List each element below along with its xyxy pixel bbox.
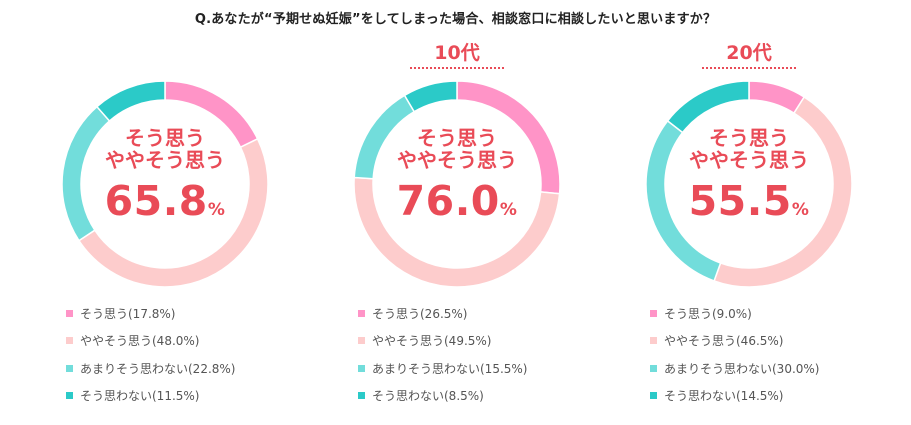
center-value-number: 65.8	[104, 177, 208, 225]
legend-item: あまりそう思わない(15.5%)	[358, 361, 528, 376]
panel-heading-10s: 10代	[434, 42, 480, 64]
legend-label: そう思う(9.0%)	[664, 306, 752, 321]
center-value-unit: %	[499, 200, 518, 220]
legend-item: あまりそう思わない(22.8%)	[66, 361, 236, 376]
legend-label: そう思う(26.5%)	[372, 306, 468, 321]
legend-item: そう思わない(14.5%)	[650, 389, 820, 403]
center-value: 76.0%	[357, 178, 557, 233]
heading-dotted-underline	[410, 67, 504, 69]
legend-swatch-yaya-sou-omou	[66, 337, 73, 344]
legend-label: ややそう思う(46.5%)	[664, 334, 784, 348]
center-label-line2: ややそう思う	[397, 148, 517, 172]
legend-item: そう思わない(11.5%)	[66, 389, 236, 403]
legend-swatch-omowanai	[66, 392, 73, 399]
legend-label: ややそう思う(48.0%)	[80, 334, 200, 348]
legend-20s: そう思う(9.0%) ややそう思う(46.5%) あまりそう思わない(30.0%…	[650, 306, 820, 416]
legend-10s: そう思う(26.5%) ややそう思う(49.5%) あまりそう思わない(15.5…	[358, 306, 528, 416]
legend-overall: そう思う(17.8%) ややそう思う(48.0%) あまりそう思わない(22.8…	[66, 306, 236, 416]
donut-segment-omowanai	[95, 81, 166, 123]
chart-title: Q.あなたが“予期せぬ妊娠”をしてしまった場合、相談窓口に相談したいと思いますか…	[194, 12, 717, 27]
donut-chart-10s	[354, 81, 560, 287]
legend-swatch-amari	[650, 364, 657, 372]
panel-heading-20s: 20代	[726, 42, 772, 64]
donut-chart-overall	[62, 81, 268, 287]
donut-chart-20s	[646, 81, 852, 287]
legend-item: そう思う(26.5%)	[358, 306, 528, 321]
donut-panel-overall: そう思う ややそう思う 65.8% そう思う(17.8%) ややそう思う(48.…	[50, 36, 280, 421]
legend-label: そう思わない(8.5%)	[372, 389, 484, 403]
legend-label: そう思わない(14.5%)	[664, 389, 784, 403]
center-label-line2: ややそう思う	[689, 148, 809, 172]
legend-swatch-amari	[66, 364, 73, 372]
center-label-line1: そう思う	[125, 126, 205, 150]
legend-swatch-yaya-sou-omou	[650, 337, 657, 344]
legend-label: あまりそう思わない(30.0%)	[664, 361, 820, 376]
donut-segment-omowanai	[666, 81, 750, 134]
legend-item: ややそう思う(46.5%)	[650, 334, 820, 348]
legend-swatch-yaya-sou-omou	[358, 337, 365, 344]
legend-swatch-sou-omou	[358, 309, 365, 317]
center-value-number: 55.5	[688, 177, 792, 225]
legend-label: ややそう思う(49.5%)	[372, 334, 492, 348]
center-value-number: 76.0	[396, 177, 500, 225]
heading-dotted-underline	[702, 67, 796, 69]
legend-item: あまりそう思わない(30.0%)	[650, 361, 820, 376]
donut-segment-sou-omou	[748, 81, 806, 115]
donut-panel-20s: 20代 そう思う ややそう思う 55.5% そう思う(9.0%) ややそう思う(…	[634, 36, 864, 421]
legend-item: そう思う(9.0%)	[650, 306, 820, 321]
legend-label: あまりそう思わない(22.8%)	[80, 361, 236, 376]
donut-segment-omowanai	[403, 81, 458, 113]
legend-item: ややそう思う(48.0%)	[66, 334, 236, 348]
center-value-unit: %	[791, 200, 810, 220]
legend-item: そう思う(17.8%)	[66, 306, 236, 321]
center-label-line1: そう思う	[709, 126, 789, 150]
center-value: 55.5%	[649, 178, 849, 233]
center-value: 65.8%	[65, 178, 265, 233]
legend-item: ややそう思う(49.5%)	[358, 334, 528, 348]
center-value-unit: %	[207, 200, 226, 220]
center-label-line2: ややそう思う	[105, 148, 225, 172]
legend-swatch-sou-omou	[650, 309, 657, 317]
legend-swatch-amari	[358, 364, 365, 372]
legend-label: そう思う(17.8%)	[80, 306, 176, 321]
legend-swatch-omowanai	[650, 392, 657, 399]
legend-label: そう思わない(11.5%)	[80, 389, 200, 403]
legend-swatch-omowanai	[358, 392, 365, 399]
legend-label: あまりそう思わない(15.5%)	[372, 361, 528, 376]
center-label-line1: そう思う	[417, 126, 497, 150]
legend-swatch-sou-omou	[66, 309, 73, 317]
legend-item: そう思わない(8.5%)	[358, 389, 528, 403]
donut-panel-10s: 10代 そう思う ややそう思う 76.0% そう思う(26.5%) ややそう思う…	[342, 36, 572, 421]
